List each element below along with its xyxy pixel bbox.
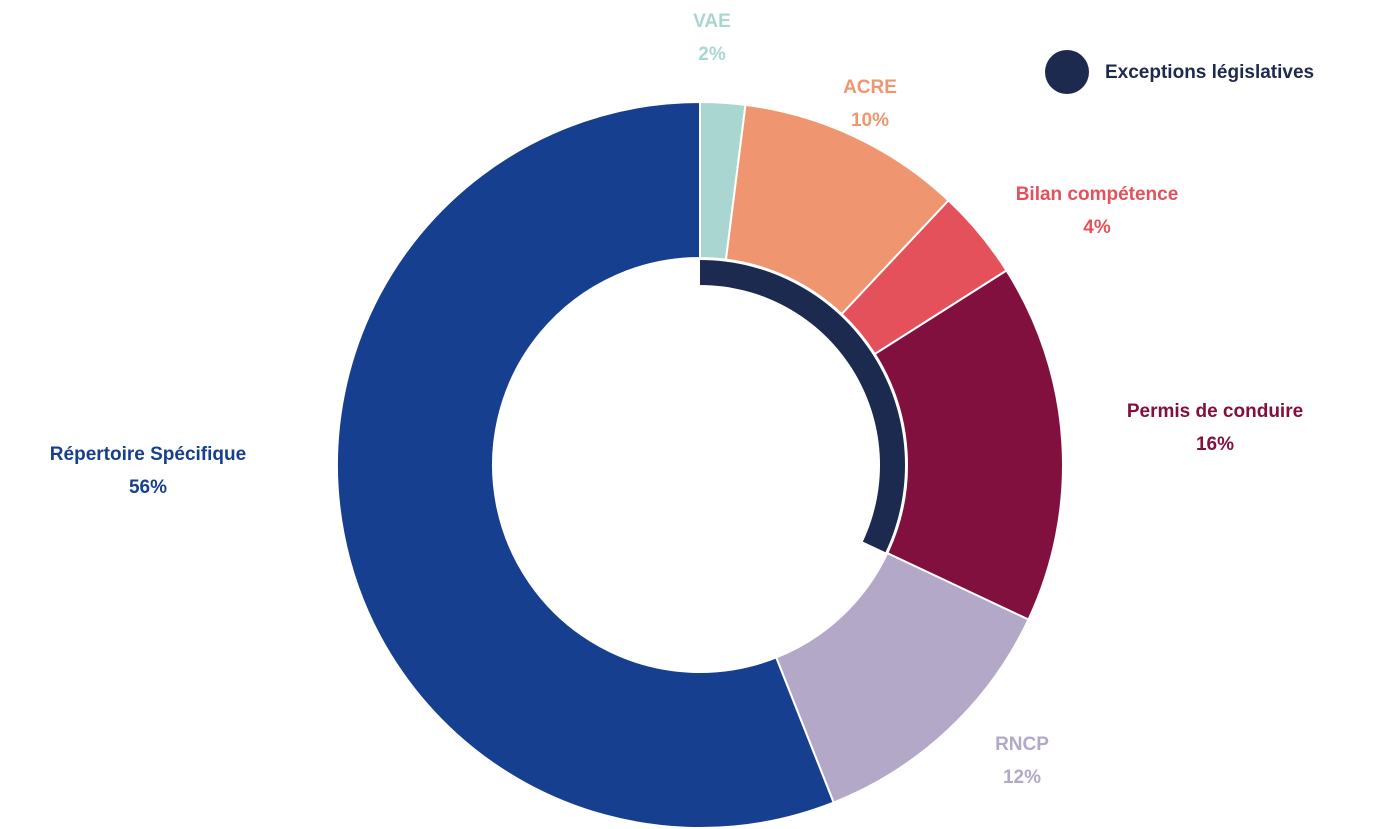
segment-label: ACRE (843, 77, 897, 98)
segment-label: Répertoire Spécifique (50, 444, 246, 465)
segment-value-label: 12% (1003, 767, 1041, 788)
donut-segment (873, 269, 1064, 621)
segment-label: Permis de conduire (1127, 401, 1303, 422)
legend-label: Exceptions législatives (1105, 62, 1314, 83)
segment-label: RNCP (995, 734, 1049, 755)
segment-label: VAE (693, 11, 731, 32)
segment-value-label: 4% (1083, 217, 1111, 238)
donut-segment (336, 100, 835, 829)
segment-value-label: 10% (851, 110, 889, 131)
segment-value-label: 16% (1196, 434, 1234, 455)
inner-arc (700, 260, 905, 553)
legend-marker (1045, 50, 1089, 94)
segment-label: Bilan compétence (1016, 184, 1179, 205)
segment-value-label: 2% (698, 44, 726, 65)
segment-value-label: 56% (129, 477, 167, 498)
